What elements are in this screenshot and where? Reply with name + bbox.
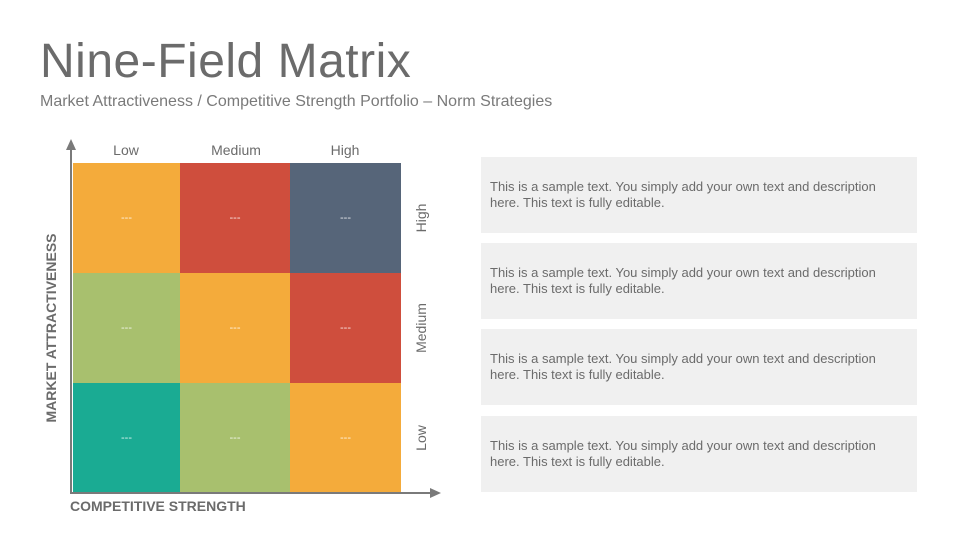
description-text: This is a sample text. You simply add yo… (490, 351, 876, 382)
description-box-2[interactable]: This is a sample text. You simply add yo… (481, 243, 917, 319)
nine-field-matrix: --- --- --- --- --- --- --- --- --- (73, 163, 401, 493)
matrix-cell-high-high[interactable]: --- (290, 163, 401, 273)
slide-subtitle: Market Attractiveness / Competitive Stre… (40, 93, 553, 110)
matrix-cell-medium-high[interactable]: --- (290, 273, 401, 383)
description-box-3[interactable]: This is a sample text. You simply add yo… (481, 329, 917, 405)
x-axis-title: COMPETITIVE STRENGTH (70, 498, 246, 514)
matrix-cell-low-high[interactable]: --- (290, 383, 401, 493)
description-box-4[interactable]: This is a sample text. You simply add yo… (481, 416, 917, 492)
column-label-low: Low (113, 142, 139, 158)
description-text: This is a sample text. You simply add yo… (490, 438, 876, 469)
matrix-cell-high-low[interactable]: --- (73, 163, 180, 273)
column-label-medium: Medium (211, 142, 261, 158)
matrix-cell-low-low[interactable]: --- (73, 383, 180, 493)
row-label-low-text: Low (413, 425, 429, 451)
row-label-high-text: High (413, 203, 429, 233)
row-label-medium-text: Medium (413, 303, 429, 353)
matrix-cell-high-medium[interactable]: --- (180, 163, 290, 273)
matrix-cell-medium-medium[interactable]: --- (180, 273, 290, 383)
y-axis-title-text: MARKET ATTRACTIVENESS (43, 233, 59, 423)
slide-title: Nine-Field Matrix (40, 35, 412, 88)
matrix-cell-medium-low[interactable]: --- (73, 273, 180, 383)
matrix-cell-low-medium[interactable]: --- (180, 383, 290, 493)
column-label-high: High (330, 142, 360, 158)
description-text: This is a sample text. You simply add yo… (490, 179, 876, 210)
description-box-1[interactable]: This is a sample text. You simply add yo… (481, 157, 917, 233)
x-axis-arrowhead (430, 488, 441, 498)
description-text: This is a sample text. You simply add yo… (490, 265, 876, 296)
